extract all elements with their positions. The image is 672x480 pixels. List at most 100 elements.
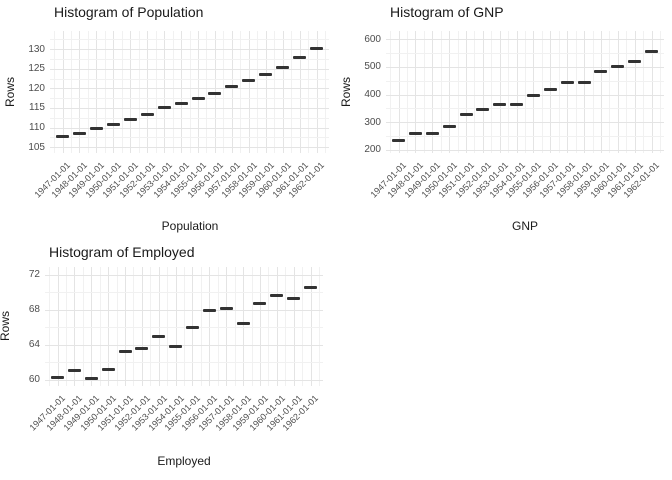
- data-point-dash: [493, 102, 507, 106]
- grid-major-v: [181, 31, 182, 153]
- chart-title-population: Histogram of Population: [54, 4, 204, 20]
- grid-major-v: [600, 31, 602, 153]
- grid-major-v: [276, 267, 278, 386]
- grid-minor-v: [592, 31, 594, 153]
- grid-major-v: [259, 267, 261, 386]
- grid-minor-v: [541, 31, 543, 153]
- grid-minor-v: [440, 31, 442, 153]
- grid-minor-v: [525, 31, 526, 153]
- grid-major-v: [533, 31, 535, 153]
- grid-major-v: [231, 31, 233, 153]
- grid-major-v: [398, 31, 400, 153]
- y-tick-label: 400: [364, 89, 381, 100]
- grid-major-v: [226, 267, 228, 386]
- y-tick-label: 125: [28, 63, 45, 75]
- y-tick-label: 105: [28, 141, 45, 153]
- data-point-dash: [442, 125, 456, 128]
- data-point-dash: [123, 117, 137, 121]
- data-point-dash: [51, 375, 64, 379]
- grid-major-h: [45, 274, 323, 276]
- data-point-dash: [191, 97, 205, 100]
- grid-minor-v: [257, 31, 259, 153]
- grid-minor-v: [268, 267, 270, 386]
- grid-major-v: [299, 31, 301, 153]
- data-point-dash: [152, 334, 166, 338]
- data-point-dash: [310, 47, 323, 51]
- grid-minor-v: [87, 31, 89, 153]
- grid-major-h: [386, 149, 664, 151]
- grid-major-v: [130, 31, 132, 153]
- y-tick-label: 72: [28, 269, 40, 281]
- grid-minor-v: [291, 31, 293, 153]
- grid-minor-h: [386, 80, 664, 82]
- grid-minor-v: [54, 31, 55, 153]
- grid-minor-h: [386, 52, 664, 54]
- grid-minor-v: [116, 267, 118, 386]
- data-point-dash: [392, 138, 405, 142]
- grid-minor-v: [184, 267, 185, 386]
- grid-major-v: [113, 31, 115, 153]
- chart-title-gnp: Histogram of GNP: [390, 4, 504, 20]
- grid-major-h: [386, 122, 664, 124]
- grid-minor-v: [234, 267, 236, 386]
- grid-major-v: [415, 31, 417, 153]
- data-point-dash: [611, 64, 625, 68]
- grid-major-v: [96, 31, 98, 153]
- grid-minor-v: [302, 267, 304, 386]
- grid-minor-v: [643, 31, 645, 153]
- grid-minor-v: [99, 267, 101, 386]
- grid-major-v: [482, 31, 484, 153]
- x-axis-title-population: Population: [161, 219, 219, 233]
- data-point-dash: [106, 122, 120, 126]
- data-point-dash: [510, 103, 524, 107]
- grid-major-v: [62, 31, 64, 153]
- grid-major-v: [449, 31, 451, 153]
- grid-major-v: [265, 31, 267, 153]
- grid-minor-v: [206, 31, 208, 153]
- x-axis-title-employed: Employed: [157, 454, 211, 468]
- data-point-dash: [560, 81, 574, 85]
- grid-major-h: [50, 88, 329, 90]
- grid-minor-v: [558, 31, 560, 153]
- y-tick-label: 500: [364, 61, 381, 73]
- grid-major-h: [50, 127, 329, 129]
- grid-minor-v: [167, 267, 169, 386]
- grid-minor-h: [50, 58, 329, 60]
- grid-major-v: [175, 267, 177, 386]
- plot-area-employed: [45, 267, 323, 386]
- grid-major-v: [243, 267, 244, 386]
- grid-minor-v: [285, 267, 287, 386]
- grid-minor-v: [508, 31, 510, 153]
- grid-minor-v: [217, 267, 219, 386]
- grid-major-h: [45, 309, 323, 311]
- data-point-dash: [287, 297, 301, 300]
- grid-minor-v: [318, 267, 320, 386]
- data-point-dash: [259, 73, 273, 77]
- grid-minor-v: [172, 31, 174, 153]
- grid-major-v: [550, 31, 552, 153]
- grid-minor-v: [575, 31, 577, 153]
- data-point-dash: [594, 70, 608, 74]
- grid-major-v: [79, 31, 81, 153]
- grid-major-v: [584, 31, 585, 153]
- data-point-dash: [236, 321, 250, 325]
- grid-minor-v: [491, 31, 493, 153]
- y-tick-label: 64: [28, 339, 40, 351]
- y-tick-label: 115: [29, 102, 45, 114]
- grid-major-v: [209, 267, 211, 386]
- grid-major-h: [50, 107, 329, 109]
- grid-minor-v: [308, 31, 309, 153]
- data-point-dash: [577, 80, 591, 84]
- grid-minor-v: [104, 31, 106, 153]
- grid-major-v: [499, 31, 501, 153]
- grid-minor-v: [609, 31, 611, 153]
- grid-minor-v: [49, 267, 51, 386]
- data-point-dash: [253, 302, 267, 306]
- data-point-dash: [293, 55, 307, 59]
- grid-major-v: [164, 31, 166, 153]
- grid-minor-v: [133, 267, 135, 386]
- plot-area-population: [50, 31, 329, 153]
- grid-major-v: [108, 267, 110, 386]
- data-point-dash: [135, 346, 149, 350]
